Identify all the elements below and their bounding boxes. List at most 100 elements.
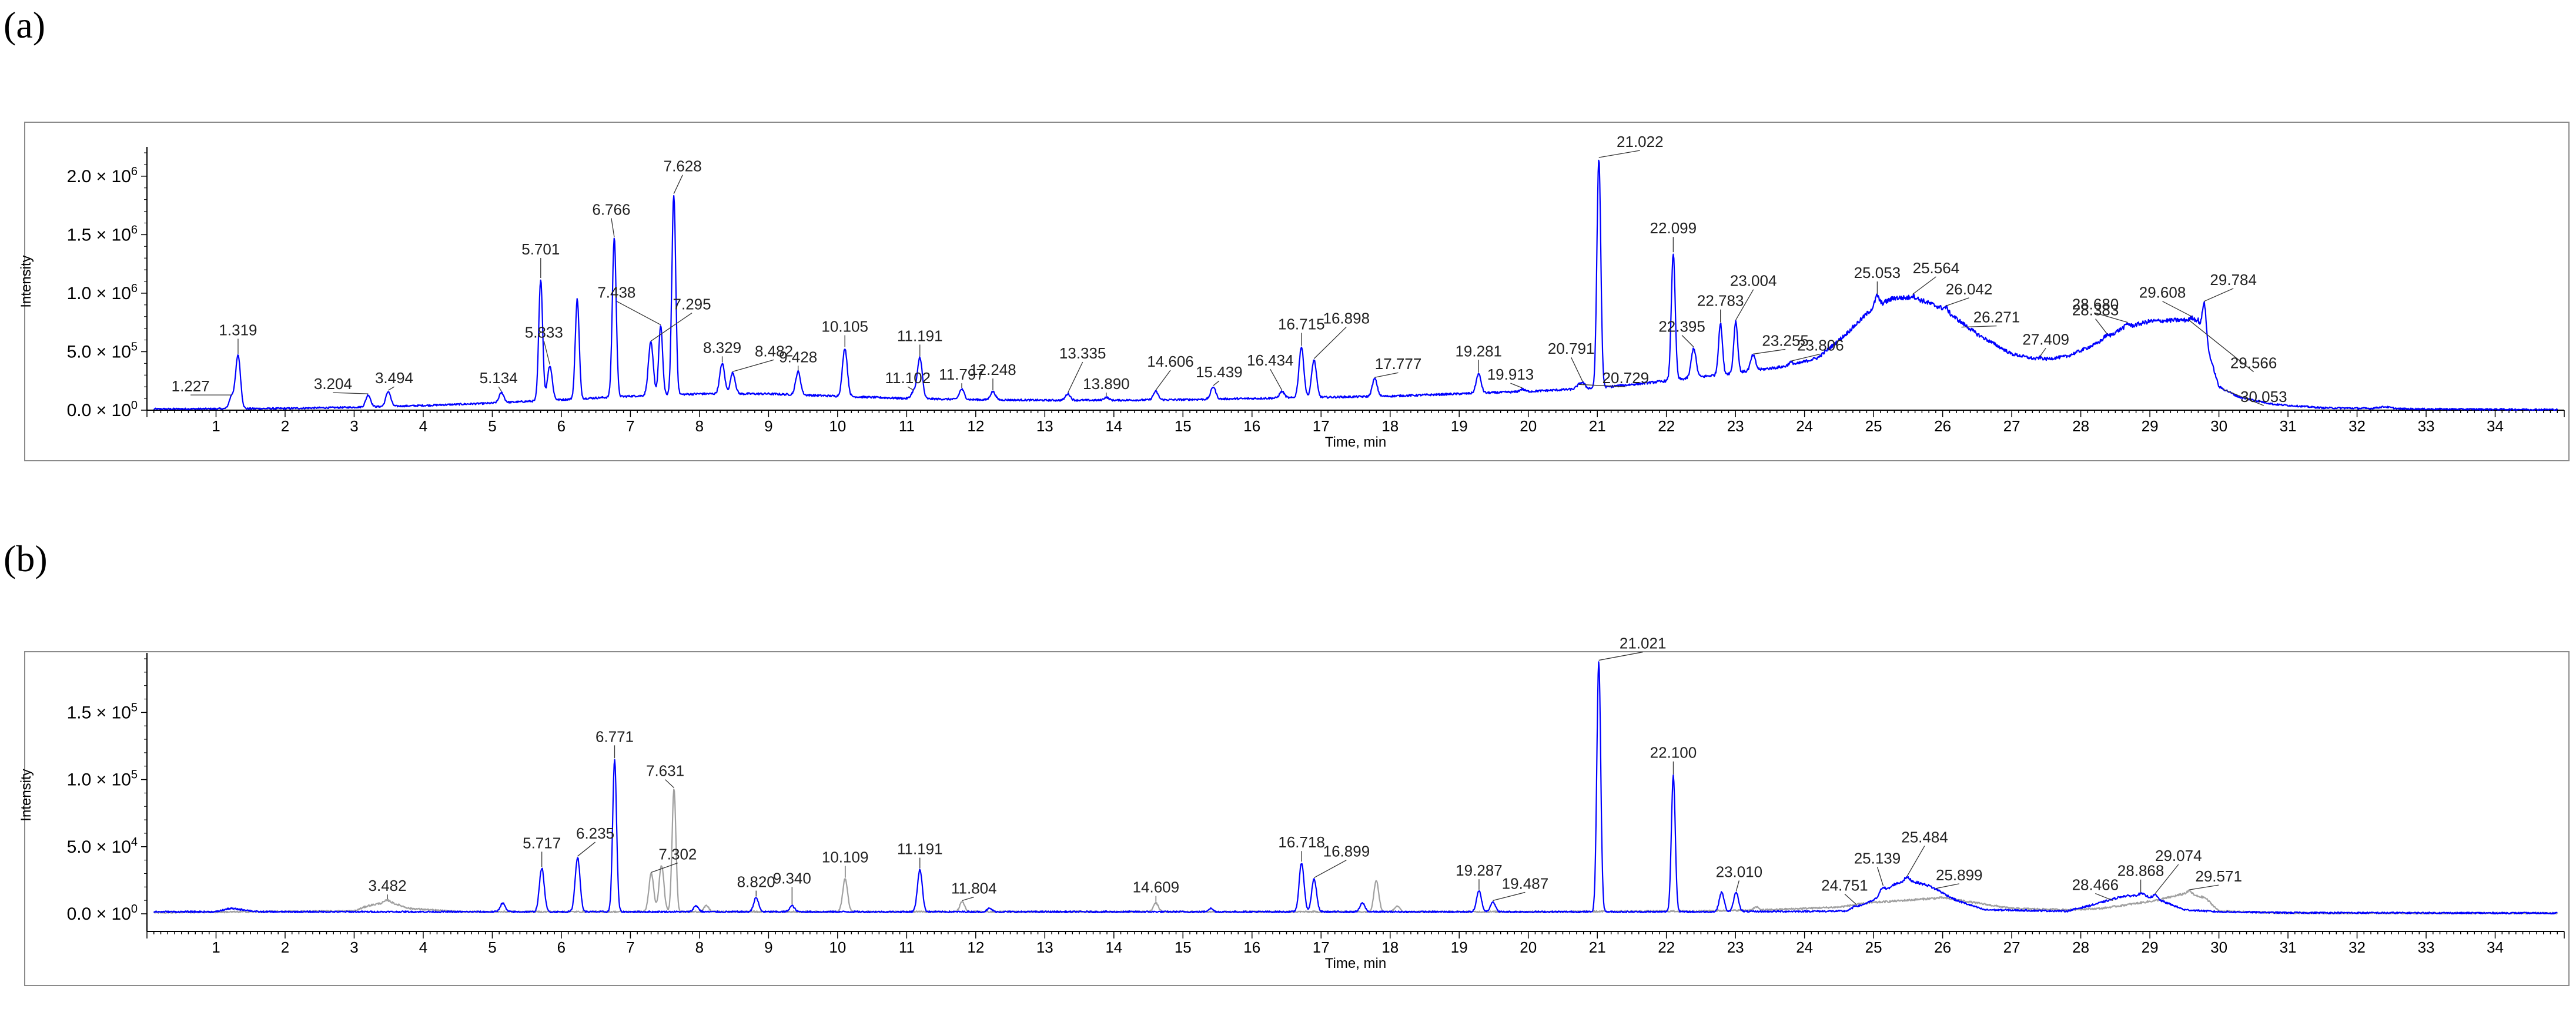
peak-label: 29.566	[2230, 354, 2277, 372]
y-tick-label: 5.0 × 104	[67, 836, 138, 857]
peak-label: 7.438	[597, 284, 635, 301]
x-tick-label: 34	[2487, 417, 2504, 435]
peak-leader	[1876, 867, 1884, 886]
x-tick-label: 22	[1658, 417, 1675, 435]
x-tick-label: 20	[1520, 938, 1537, 956]
peak-leader	[1791, 353, 1821, 362]
chromatogram-b: 1 2 3 4 5 6 7 8 9 10 11 12 13 14 15 16 17 18 19 20 21 22 23 24 2…	[18, 635, 2570, 986]
x-tick-label: 18	[1381, 938, 1399, 956]
peak-label: 28.383	[2072, 301, 2119, 319]
x-tick-label: 1	[212, 417, 220, 435]
x-tick-label: 4	[419, 938, 427, 956]
peak-label: 27.409	[2022, 330, 2069, 348]
x-tick-label: 9	[764, 417, 772, 435]
peak-label: 5.701	[521, 240, 560, 258]
peak-leader	[577, 842, 596, 857]
peak-leader	[2155, 864, 2179, 894]
x-tick-label: 33	[2418, 938, 2435, 956]
peak-leader	[543, 341, 550, 365]
x-tick-label: 23	[1727, 938, 1744, 956]
peak-label: 30.053	[2240, 388, 2287, 405]
peak-leader	[1313, 326, 1347, 359]
peak-leader	[1961, 325, 1997, 328]
x-tick-label: 17	[1313, 938, 1330, 956]
x-tick-label: 22	[1658, 938, 1675, 956]
peak-label: 23.806	[1797, 336, 1844, 354]
x-tick-label: 34	[2487, 938, 2504, 956]
x-tick-label: 14	[1105, 417, 1122, 435]
x-tick-label: 6	[557, 417, 566, 435]
x-tick-label: 7	[626, 938, 634, 956]
y-tick-label: 1.5 × 106	[67, 223, 138, 244]
peak-label: 11.797	[939, 366, 985, 383]
peak-label: 9.340	[773, 869, 811, 887]
peak-leader	[2095, 313, 2128, 323]
peak-label: 23.010	[1716, 863, 1763, 880]
peak-label: 1.227	[172, 377, 210, 395]
x-tick-label: 13	[1036, 417, 1053, 435]
x-tick-label: 8	[695, 417, 704, 435]
peak-leader	[2095, 319, 2108, 334]
peak-label: 7.631	[646, 762, 684, 780]
peak-label: 20.729	[1603, 369, 1650, 387]
x-tick-label: 26	[1934, 417, 1951, 435]
y-tick-label: 5.0 × 105	[67, 340, 138, 361]
peak-label: 3.494	[375, 369, 413, 387]
peak-leader	[2162, 301, 2192, 317]
x-tick-label: 26	[1934, 938, 1951, 956]
x-tick-label: 27	[2003, 417, 2020, 435]
peak-label: 25.053	[1854, 264, 1901, 281]
peak-label: 28.466	[2072, 876, 2119, 893]
peak-leader	[2222, 388, 2264, 406]
peak-leader	[673, 175, 683, 194]
peak-label: 3.482	[369, 877, 407, 894]
x-tick-label: 4	[419, 417, 427, 435]
peak-label: 7.295	[673, 296, 711, 313]
trace-series-1	[153, 159, 2558, 411]
peak-label: 16.898	[1323, 309, 1370, 327]
peak-label: 29.608	[2139, 284, 2186, 301]
peak-label: 28.868	[2117, 862, 2164, 880]
peak-label: 16.715	[1278, 315, 1325, 333]
x-tick-label: 19	[1451, 417, 1468, 435]
peak-label: 28.680	[2072, 296, 2119, 313]
peak-label: 22.395	[1658, 317, 1705, 335]
x-tick-label: 11	[899, 938, 915, 956]
x-tick-label: 29	[2142, 938, 2159, 956]
peak-leader	[1213, 380, 1220, 386]
peak-label: 22.100	[1650, 744, 1697, 762]
peak-label: 7.628	[664, 157, 702, 175]
y-tick-label: 1.0 × 106	[67, 282, 138, 303]
peak-leader	[388, 386, 394, 391]
peak-leader	[651, 862, 678, 873]
peak-label: 10.105	[821, 317, 868, 335]
x-tick-label: 32	[2348, 938, 2366, 956]
x-tick-label: 12	[967, 938, 984, 956]
x-tick-label: 27	[2003, 938, 2020, 956]
peak-label: 11.191	[897, 327, 943, 344]
y-tick-label: 0.0 × 100	[67, 399, 138, 420]
peak-label: 21.021	[1620, 635, 1667, 652]
peak-label: 3.204	[314, 375, 352, 393]
x-tick-label: 28	[2072, 417, 2089, 435]
peak-label: 13.890	[1083, 375, 1130, 393]
x-tick-label: 33	[2418, 417, 2435, 435]
peak-label: 25.139	[1854, 849, 1901, 867]
peak-label: 5.717	[523, 834, 561, 852]
peak-leader	[2095, 893, 2113, 901]
x-tick-label: 9	[764, 938, 772, 956]
x-tick-label: 2	[281, 938, 289, 956]
x-tick-label: 5	[488, 417, 496, 435]
peak-label: 19.287	[1456, 861, 1503, 879]
peak-label: 23.004	[1730, 272, 1777, 290]
y-tick-label: 0.0 × 100	[67, 903, 138, 924]
x-axis-label: Time, min	[1325, 434, 1386, 450]
x-tick-label: 1	[212, 938, 220, 956]
peak-label: 17.777	[1375, 355, 1422, 373]
peak-label: 25.484	[1901, 828, 1948, 846]
peak-label: 24.751	[1821, 876, 1868, 894]
peak-leader	[1945, 297, 1969, 307]
peak-label: 19.913	[1487, 366, 1534, 383]
peak-leader	[1578, 384, 1626, 387]
peak-label: 11.804	[951, 879, 997, 897]
